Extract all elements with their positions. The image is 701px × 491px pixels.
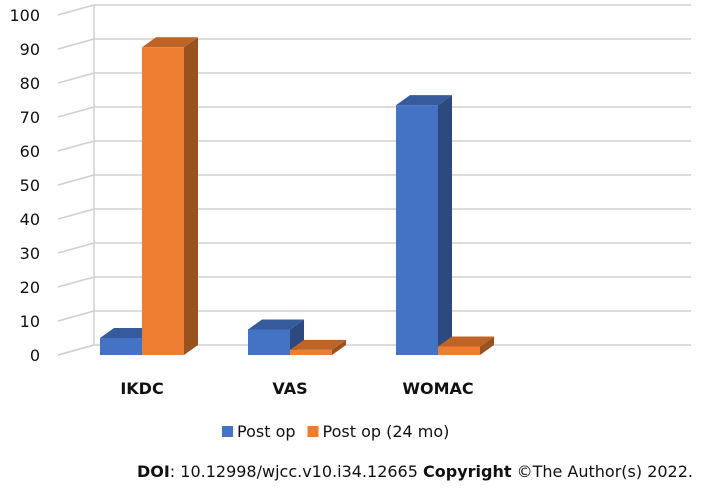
y-tick-label: 40 (20, 210, 40, 229)
y-tick-label: 30 (20, 244, 40, 263)
legend-swatch (307, 426, 319, 437)
grid-diagonal (57, 140, 95, 152)
y-tick-label: 100 (9, 6, 40, 25)
grid-diagonal (57, 344, 95, 356)
y-tick-label: 0 (30, 346, 40, 365)
x-category-label: VAS (272, 379, 307, 398)
grid-diagonal (57, 4, 95, 16)
x-category-label: WOMAC (402, 379, 473, 398)
grid-diagonal (57, 72, 95, 84)
x-axis-categories: IKDC VAS WOMAC (120, 379, 473, 398)
grid-diagonal (57, 208, 95, 220)
grid-diagonal (57, 242, 95, 254)
legend-label: Post op (237, 422, 296, 441)
legend-swatch (222, 426, 233, 437)
legend-label: Post op (24 mo) (323, 422, 450, 441)
copyright-value: ©The Author(s) 2022. (511, 462, 693, 481)
bar-ikdc-post-op-24mo (142, 37, 198, 356)
bar-vas-post-op-24mo (290, 339, 346, 355)
grid-diagonal (57, 276, 95, 288)
y-tick-label: 60 (20, 142, 40, 161)
y-tick-label: 80 (20, 74, 40, 93)
legend: Post op Post op (24 mo) (222, 422, 449, 441)
bar-vas-post-op (248, 319, 304, 355)
x-category-label: IKDC (120, 379, 163, 398)
doi-value: : 10.12998/wjcc.v10.i34.12665 (169, 462, 423, 481)
y-tick-label: 70 (20, 108, 40, 127)
bar-womac-post-op (396, 95, 452, 355)
bars (100, 37, 494, 356)
legend-item: Post op (222, 422, 296, 441)
legend-item: Post op (24 mo) (307, 422, 450, 441)
y-axis-ticks: 0 10 20 30 40 50 60 70 80 90 100 (9, 6, 40, 365)
y-tick-label: 10 (20, 312, 40, 331)
y-tick-label: 90 (20, 40, 40, 59)
grid-diagonal (57, 106, 95, 118)
grid-diagonal (57, 38, 95, 50)
grid-diagonal (57, 174, 95, 186)
copyright-label: Copyright (423, 462, 512, 481)
bar-womac-post-op-24mo (438, 336, 494, 355)
citation-footer: DOI: 10.12998/wjcc.v10.i34.12665 Copyrig… (137, 462, 693, 481)
y-tick-label: 50 (20, 176, 40, 195)
y-tick-label: 20 (20, 278, 40, 297)
doi-label: DOI (136, 462, 170, 481)
grid-diagonal (57, 310, 95, 322)
